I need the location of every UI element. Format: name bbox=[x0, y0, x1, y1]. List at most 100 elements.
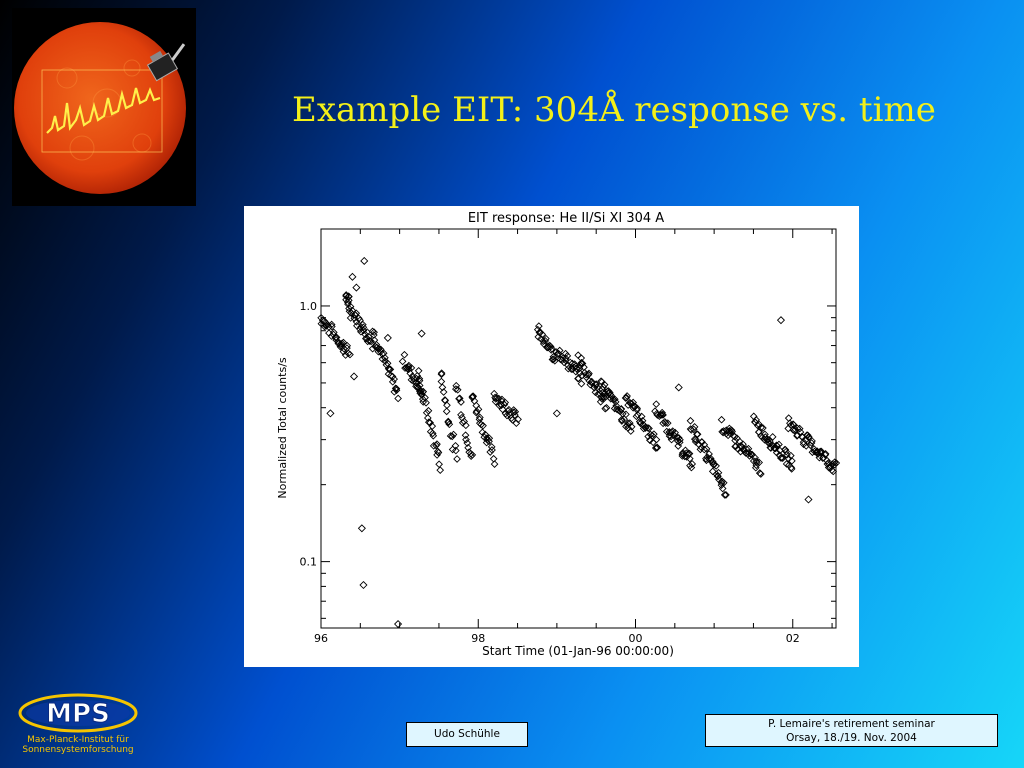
data-point bbox=[610, 395, 619, 404]
data-point bbox=[514, 415, 522, 424]
plot-frame bbox=[320, 228, 837, 629]
data-point bbox=[442, 407, 451, 416]
data-point bbox=[472, 407, 481, 416]
footer-author: Udo Schühle bbox=[406, 722, 528, 747]
data-point bbox=[453, 455, 461, 463]
data-point bbox=[675, 438, 684, 447]
data-point bbox=[580, 363, 588, 372]
data-point bbox=[690, 423, 699, 431]
data-point bbox=[445, 420, 454, 429]
data-point bbox=[788, 457, 796, 465]
data-point bbox=[610, 404, 619, 413]
data-point bbox=[757, 423, 765, 432]
data-point bbox=[637, 412, 646, 421]
data-point bbox=[759, 424, 767, 432]
data-point bbox=[627, 422, 636, 431]
data-point bbox=[650, 430, 658, 439]
data-point bbox=[479, 421, 487, 430]
data-point bbox=[343, 341, 352, 350]
data-point bbox=[388, 377, 397, 386]
sun-disk bbox=[14, 22, 186, 194]
data-point bbox=[784, 414, 793, 422]
data-point bbox=[639, 424, 648, 433]
data-point bbox=[592, 381, 600, 390]
data-point bbox=[436, 466, 445, 474]
x-tick-label: 02 bbox=[786, 632, 800, 645]
data-point bbox=[541, 337, 550, 345]
data-point bbox=[437, 377, 446, 386]
data-point bbox=[336, 340, 345, 348]
data-point bbox=[345, 292, 353, 301]
data-point bbox=[706, 454, 715, 463]
sun-illustration bbox=[14, 22, 186, 194]
data-point bbox=[740, 445, 748, 454]
data-point bbox=[693, 430, 702, 439]
data-point bbox=[656, 410, 665, 419]
data-point bbox=[422, 398, 430, 407]
data-point bbox=[787, 463, 796, 472]
data-point bbox=[624, 419, 632, 428]
data-point bbox=[744, 444, 753, 453]
data-point bbox=[501, 398, 510, 407]
data-point bbox=[708, 467, 717, 476]
data-point bbox=[415, 374, 424, 383]
data-point bbox=[446, 432, 455, 440]
data-point bbox=[500, 400, 509, 409]
data-point bbox=[428, 422, 437, 430]
data-point bbox=[555, 346, 564, 355]
data-point bbox=[692, 435, 700, 444]
data-point bbox=[611, 398, 620, 406]
data-point bbox=[326, 409, 335, 418]
data-point bbox=[719, 478, 728, 487]
data-point bbox=[331, 333, 340, 342]
data-point bbox=[582, 370, 590, 379]
data-point bbox=[437, 369, 446, 378]
data-point bbox=[414, 366, 423, 375]
data-point bbox=[710, 460, 718, 469]
data-point bbox=[385, 365, 394, 374]
data-point bbox=[390, 375, 399, 383]
y-tick-label: 0.1 bbox=[300, 556, 318, 569]
data-point bbox=[508, 416, 517, 424]
data-point bbox=[368, 327, 377, 336]
data-point bbox=[718, 484, 727, 493]
data-point bbox=[483, 434, 491, 443]
data-point bbox=[618, 417, 626, 425]
data-point bbox=[381, 353, 389, 362]
data-point bbox=[544, 343, 552, 352]
data-point bbox=[804, 433, 813, 441]
data-point bbox=[448, 445, 457, 454]
data-point bbox=[776, 316, 785, 325]
data-point bbox=[778, 454, 787, 462]
data-point bbox=[437, 370, 446, 379]
data-point bbox=[722, 491, 730, 499]
data-point bbox=[658, 408, 666, 417]
data-point bbox=[767, 444, 775, 452]
data-point bbox=[550, 356, 559, 365]
data-point bbox=[593, 383, 601, 392]
data-point bbox=[666, 428, 674, 437]
data-point bbox=[663, 419, 672, 427]
data-point bbox=[817, 447, 826, 456]
data-point bbox=[433, 451, 441, 459]
data-point bbox=[490, 460, 499, 468]
data-point bbox=[498, 405, 507, 414]
data-point bbox=[444, 417, 453, 426]
data-point bbox=[670, 431, 678, 440]
data-point bbox=[503, 411, 511, 420]
data-point bbox=[461, 431, 470, 440]
data-point bbox=[546, 342, 555, 351]
data-point bbox=[738, 442, 746, 451]
data-point bbox=[604, 389, 612, 398]
data-point bbox=[578, 359, 587, 368]
data-point bbox=[685, 449, 694, 458]
data-point bbox=[633, 410, 642, 419]
data-point bbox=[592, 380, 601, 388]
data-point bbox=[452, 446, 460, 455]
data-point bbox=[464, 443, 472, 452]
data-point bbox=[542, 334, 550, 343]
x-tick-label: 98 bbox=[471, 632, 485, 645]
data-point bbox=[468, 451, 477, 459]
data-point bbox=[368, 344, 377, 353]
data-point bbox=[585, 369, 593, 378]
